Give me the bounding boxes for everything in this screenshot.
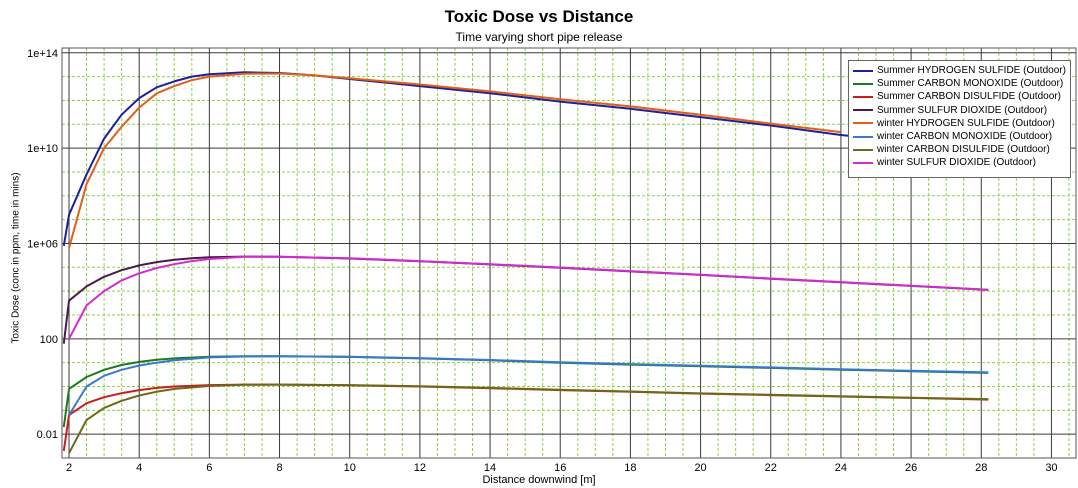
x-axis-label: Distance downwind [m] [482, 474, 596, 486]
series-line-winter-hydrogen-sulfide-outdoor [68, 72, 842, 249]
chart-subtitle: Time varying short pipe release [455, 30, 623, 44]
x-tick-label: 16 [554, 462, 566, 474]
legend-item: Summer CARBON DISULFIDE (Outdoor) [853, 90, 1066, 103]
legend-label: winter CARBON DISULFIDE (Outdoor) [877, 144, 1050, 156]
legend-swatch [853, 95, 873, 98]
legend-item: winter CARBON MONOXIDE (Outdoor) [853, 130, 1066, 143]
series-line-summer-carbon-monoxide-outdoor [62, 355, 989, 428]
x-tick-label: 12 [414, 462, 426, 474]
legend-swatch [853, 148, 873, 151]
x-tick-label: 30 [1045, 462, 1057, 474]
legend-label: winter SULFUR DIOXIDE (Outdoor) [877, 157, 1036, 169]
legend-swatch [853, 122, 873, 125]
series-line-winter-sulfur-dioxide-outdoor [68, 255, 989, 340]
x-tick-label: 24 [835, 462, 847, 474]
axis-ticks: 2 4 6 8 10 12 14 16 18 20 22 24 26 28 300.011001e+061e… [27, 48, 1057, 474]
x-tick-label: 6 [206, 462, 212, 474]
chart-title: Toxic Dose vs Distance [444, 7, 634, 26]
legend-swatch [853, 82, 873, 85]
x-tick-label: 26 [905, 462, 917, 474]
plot-area [61, 47, 1077, 459]
x-tick-label: 18 [624, 462, 636, 474]
series-line-winter-carbon-disulfide-outdoor [68, 383, 989, 454]
x-tick-label: 22 [765, 462, 777, 474]
y-tick-label: 1e+14 [27, 48, 58, 60]
legend-item: Summer SULFUR DIOXIDE (Outdoor) [853, 104, 1066, 117]
legend-swatch [853, 135, 873, 138]
x-tick-label: 10 [344, 462, 356, 474]
legend-label: Summer SULFUR DIOXIDE (Outdoor) [877, 104, 1048, 116]
y-tick-label: 1e+10 [27, 143, 58, 155]
x-tick-label: 14 [484, 462, 496, 474]
legend-item: winter HYDROGEN SULFIDE (Outdoor) [853, 117, 1066, 130]
legend-label: Summer HYDROGEN SULFIDE (Outdoor) [877, 65, 1066, 77]
legend-item: Summer CARBON MONOXIDE (Outdoor) [853, 77, 1066, 90]
legend-label: winter CARBON MONOXIDE (Outdoor) [877, 131, 1053, 143]
x-tick-label: 28 [975, 462, 987, 474]
y-tick-label: 100 [40, 334, 58, 346]
legend-label: Summer CARBON MONOXIDE (Outdoor) [877, 78, 1064, 90]
y-tick-label: 0.01 [37, 429, 58, 441]
legend-item: winter CARBON DISULFIDE (Outdoor) [853, 143, 1066, 156]
series-line-winter-carbon-monoxide-outdoor [68, 355, 989, 416]
x-tick-label: 2 [66, 462, 72, 474]
y-tick-label: 1e+06 [27, 238, 58, 250]
x-tick-label: 8 [276, 462, 282, 474]
legend-swatch [853, 69, 873, 72]
legend-item: Summer HYDROGEN SULFIDE (Outdoor) [853, 64, 1066, 77]
legend-swatch [853, 109, 873, 112]
x-tick-label: 20 [694, 462, 706, 474]
x-tick-label: 4 [136, 462, 142, 474]
series-line-summer-sulfur-dioxide-outdoor [62, 255, 989, 344]
legend-label: Summer CARBON DISULFIDE (Outdoor) [877, 91, 1061, 103]
legend-label: winter HYDROGEN SULFIDE (Outdoor) [877, 117, 1055, 129]
series-group [62, 71, 989, 454]
y-axis-label: Toxic Dose (conc in ppm, time in mins) [10, 172, 22, 344]
series-line-summer-carbon-disulfide-outdoor [62, 383, 989, 451]
legend-swatch [853, 161, 873, 164]
legend-item: winter SULFUR DIOXIDE (Outdoor) [853, 156, 1066, 169]
legend: Summer HYDROGEN SULFIDE (Outdoor) Summer … [848, 60, 1071, 178]
